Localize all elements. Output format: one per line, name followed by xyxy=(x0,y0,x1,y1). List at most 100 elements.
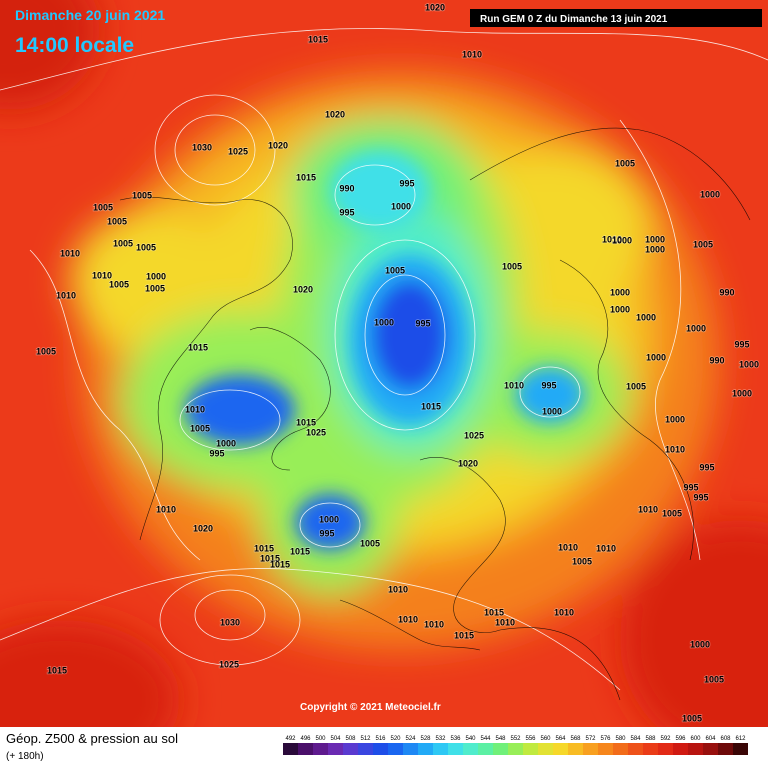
colorbar-swatch xyxy=(508,743,523,755)
isobar-label: 1020 xyxy=(268,140,288,150)
colorbar-swatch xyxy=(568,743,583,755)
isobar-label: 1010 xyxy=(638,504,658,514)
isobar-label: 995 xyxy=(734,339,749,349)
isobar-label: 1030 xyxy=(192,142,212,152)
colorbar-label: 576 xyxy=(600,736,611,742)
colorbar-swatch xyxy=(733,743,748,755)
isobar-label: 1010 xyxy=(602,234,622,244)
isobar-label: 995 xyxy=(541,380,556,390)
isobar-label: 1010 xyxy=(388,584,408,594)
colorbar-label: 552 xyxy=(510,736,521,742)
colorbar-swatch xyxy=(328,743,343,755)
isobar-label: 1025 xyxy=(306,427,326,437)
isobar-label: 1005 xyxy=(385,265,405,275)
colorbar-label: 496 xyxy=(300,736,311,742)
isobar-label: 1005 xyxy=(626,381,646,391)
isobar-label: 995 xyxy=(699,462,714,472)
colorbar-label: 592 xyxy=(660,736,671,742)
colorbar-label: 516 xyxy=(375,736,386,742)
footer-lead: (+ 180h) xyxy=(6,751,44,762)
isobar-label: 1010 xyxy=(554,607,574,617)
isobar-label: 1000 xyxy=(645,244,665,254)
isobar-label: 990 xyxy=(719,287,734,297)
isobar-label: 1015 xyxy=(47,665,67,675)
isobars xyxy=(0,28,768,691)
isobar-label: 1015 xyxy=(260,553,280,563)
colorbar-swatch xyxy=(628,743,643,755)
isobar-label: 1000 xyxy=(690,639,710,649)
colorbar-swatch xyxy=(388,743,403,755)
colorbar-label: 556 xyxy=(525,736,536,742)
isobar-label: 1010 xyxy=(495,617,515,627)
isobar-label: 1020 xyxy=(293,284,313,294)
isobar-label: 1015 xyxy=(296,417,316,427)
troughs xyxy=(185,150,585,550)
isobar-label: 995 xyxy=(209,448,224,458)
colorbar-label: 540 xyxy=(465,736,476,742)
colorbar-swatch xyxy=(358,743,373,755)
isobar-label: 995 xyxy=(693,492,708,502)
isobar-label: 1010 xyxy=(60,248,80,258)
isobar-label: 1005 xyxy=(360,538,380,548)
colorbar-label: 588 xyxy=(645,736,656,742)
colorbar-label: 524 xyxy=(405,736,416,742)
colorbar-label: 572 xyxy=(585,736,596,742)
isobar-label: 1005 xyxy=(136,242,156,252)
colorbar-label: 560 xyxy=(540,736,551,742)
isobar-label: 1000 xyxy=(739,359,759,369)
time-label: 14:00 locale xyxy=(15,34,134,57)
isobar-label: 990 xyxy=(339,183,354,193)
colorbar-label: 528 xyxy=(420,736,431,742)
isobar-label: 1000 xyxy=(610,287,630,297)
colorbar-swatch xyxy=(523,743,538,755)
colorbar-swatch xyxy=(583,743,598,755)
colorbar-swatch xyxy=(403,743,418,755)
isobar-label: 1015 xyxy=(421,401,441,411)
isobar-label: 1015 xyxy=(484,607,504,617)
isobar-label: 1015 xyxy=(454,630,474,640)
isobar-label: 1010 xyxy=(398,614,418,624)
isobar-label: 1000 xyxy=(732,388,752,398)
isobar-label: 1005 xyxy=(662,508,682,518)
isobar-label: 1015 xyxy=(254,543,274,553)
colorbar-swatch xyxy=(538,743,553,755)
coastlines xyxy=(119,127,751,701)
colorbar-label: 548 xyxy=(495,736,506,742)
colorbar-swatch xyxy=(343,743,358,755)
colorbar-swatch xyxy=(553,743,568,755)
isobar-label: 1000 xyxy=(146,271,166,281)
isobar-label: 1015 xyxy=(290,546,310,556)
isobar-label: 1025 xyxy=(228,146,248,156)
colorbar-swatch xyxy=(478,743,493,755)
colorbar-swatch xyxy=(298,743,313,755)
isobar-label: 1000 xyxy=(542,406,562,416)
isobar-label: 1000 xyxy=(686,323,706,333)
isobar-label: 1015 xyxy=(188,342,208,352)
isobar-label: 1010 xyxy=(665,444,685,454)
isobar-label: 1000 xyxy=(391,201,411,211)
colorbar-swatch xyxy=(643,743,658,755)
isobar-label: 995 xyxy=(339,207,354,217)
colorbar-label: 600 xyxy=(690,736,701,742)
colorbar-label: 604 xyxy=(705,736,716,742)
colorbar-swatch xyxy=(493,743,508,755)
date-label: Dimanche 20 juin 2021 xyxy=(15,7,165,23)
isobar-label: 1005 xyxy=(682,713,702,723)
colorbar-swatch xyxy=(448,743,463,755)
colorbar-swatch xyxy=(313,743,328,755)
colorbar-label: 584 xyxy=(630,736,641,742)
isobar-label: 1020 xyxy=(425,2,445,12)
colorbar-label: 508 xyxy=(345,736,356,742)
colorbar-label: 612 xyxy=(735,736,746,742)
colorbar-label: 500 xyxy=(315,736,326,742)
isobar-label: 1000 xyxy=(610,304,630,314)
isobar-label: 1005 xyxy=(145,283,165,293)
isobar-label: 1010 xyxy=(56,290,76,300)
colorbar-swatch xyxy=(418,743,433,755)
isobar-label: 1000 xyxy=(665,414,685,424)
colorbar-swatch xyxy=(598,743,613,755)
isobar-label: 1005 xyxy=(109,279,129,289)
colorbar-label: 596 xyxy=(675,736,686,742)
colorbar-swatch xyxy=(283,743,298,755)
